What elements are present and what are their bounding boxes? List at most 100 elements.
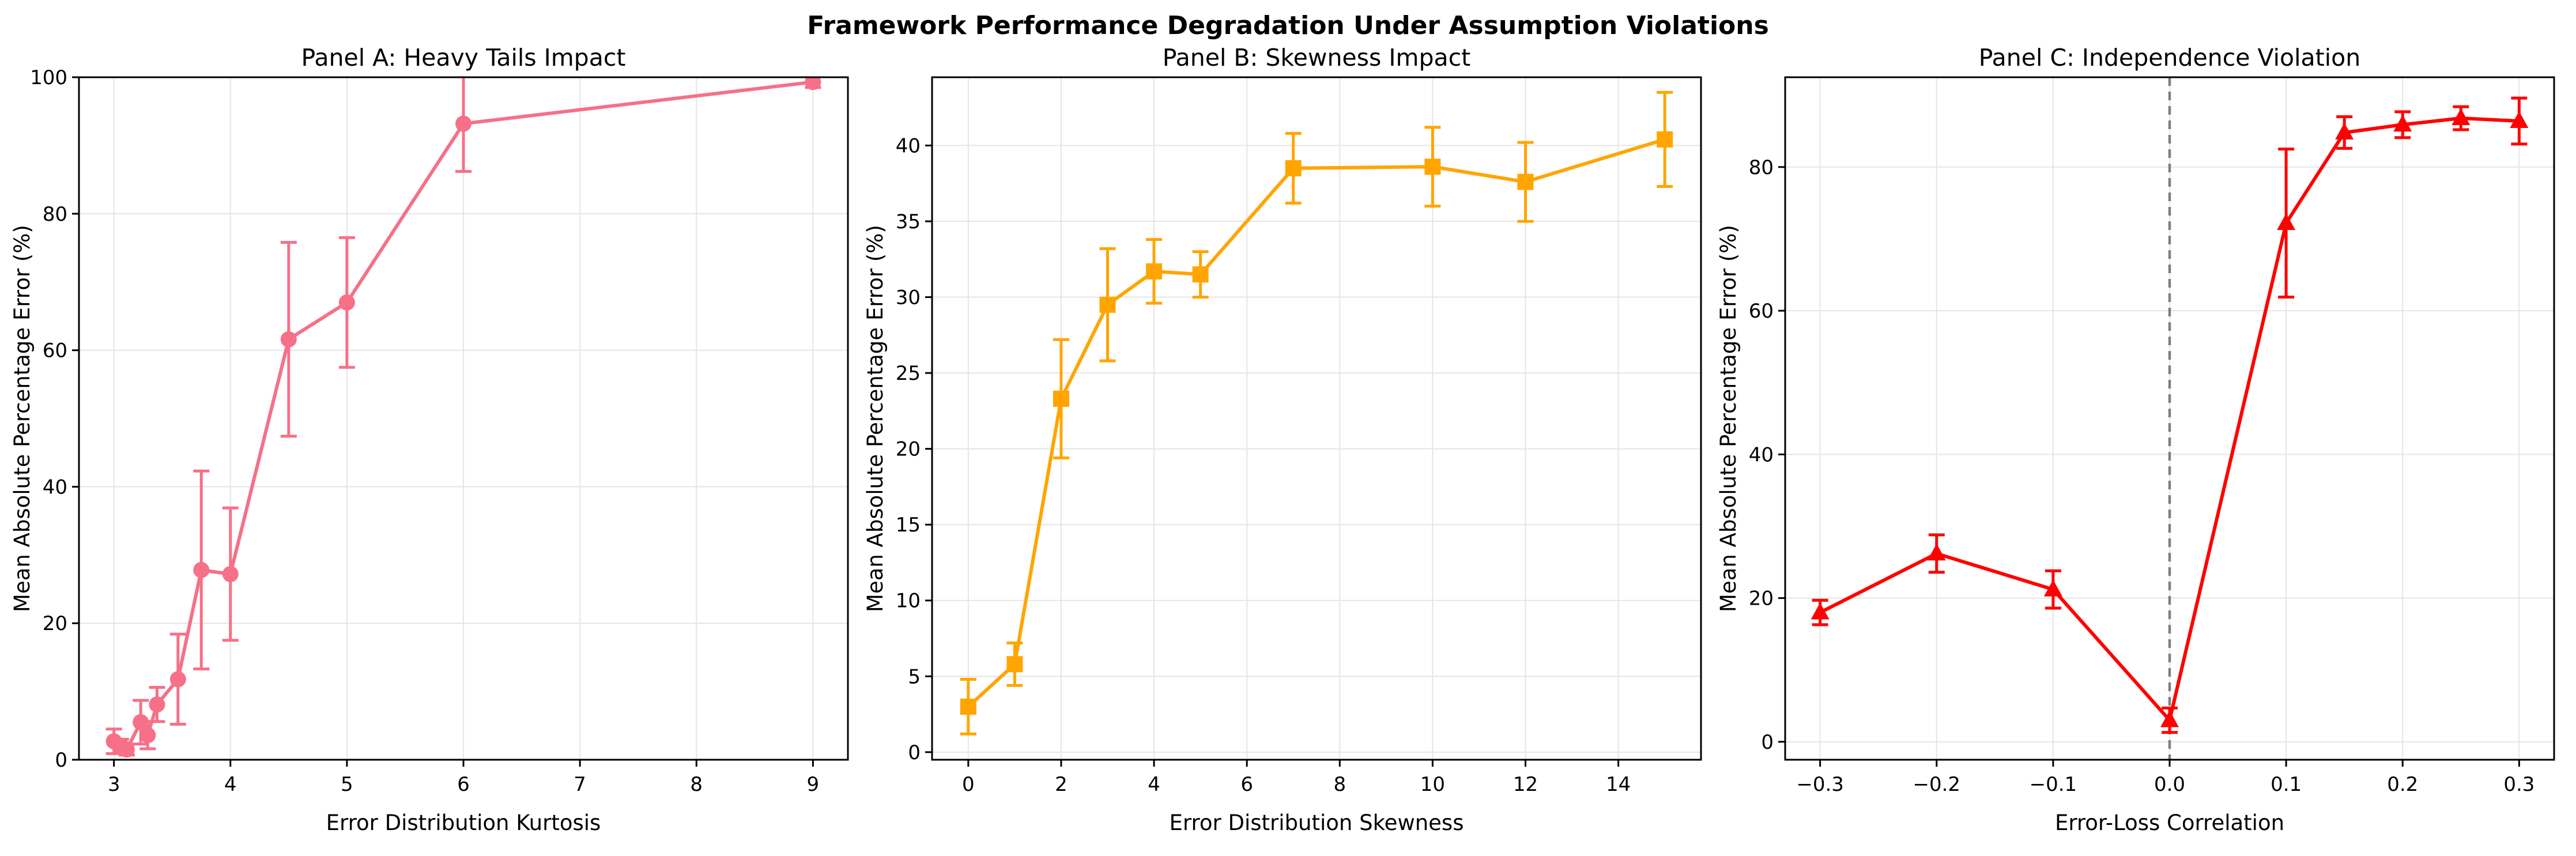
data-point-marker — [139, 727, 156, 744]
x-tick-label: 6 — [1240, 773, 1253, 796]
y-tick-label: 15 — [895, 514, 920, 537]
panel-title: Panel A: Heavy Tails Impact — [301, 44, 625, 71]
x-axis-label: Error Distribution Kurtosis — [326, 810, 601, 835]
y-tick-label: 10 — [895, 590, 920, 613]
data-point-marker — [118, 741, 135, 758]
x-tick-label: 2 — [1055, 773, 1068, 796]
data-point-marker — [2276, 213, 2295, 231]
data-point-marker — [1517, 174, 1533, 190]
data-point-marker — [1927, 544, 1946, 561]
y-axis: 0 20 40 60 80 100 — [30, 66, 79, 772]
x-tick-label: 0.1 — [2270, 773, 2302, 796]
panel-a-chart: 3 4 5 6 7 8 9 0 20 40 60 80 100 Panel A: Heavy Tails … — [10, 44, 848, 835]
data-point-marker — [338, 294, 355, 311]
y-tick-label: 25 — [895, 362, 920, 385]
panel-b-chart: 0 2 4 6 8 10 12 14 0 5 10 15 20 25 30 35 40 Panel B: Skew… — [863, 44, 1702, 835]
x-axis-label: Error Distribution Skewness — [1169, 810, 1464, 835]
y-tick-label: 40 — [42, 476, 67, 499]
data-point-marker — [1811, 602, 1830, 620]
data-point-marker — [193, 561, 209, 578]
panel-b: 0 2 4 6 8 10 12 14 0 5 10 15 20 25 30 35 40 Panel B: Skew… — [862, 43, 1715, 850]
data-point-marker — [2334, 122, 2354, 139]
data-point-marker — [1285, 160, 1302, 176]
y-axis: 0 20 40 60 80 — [1748, 156, 1785, 754]
data-point-marker — [148, 696, 165, 713]
x-tick-label: 0.3 — [2503, 773, 2534, 796]
x-tick-label: 5 — [341, 773, 353, 796]
axes-spines — [931, 76, 1702, 761]
y-axis-label: Mean Absolute Percentage Error (%) — [1716, 225, 1741, 612]
data-point-marker — [1656, 131, 1673, 148]
panel-c: −0.3 −0.2 −0.1 0.0 0.1 0.2 0.3 0 20 40 60 80 Panel C… — [1715, 43, 2568, 850]
gridlines — [78, 77, 848, 760]
x-tick-label: 0 — [962, 773, 975, 796]
y-tick-label: 80 — [42, 203, 67, 226]
gridlines — [931, 77, 1701, 760]
x-axis: 0 2 4 6 8 10 12 14 — [962, 760, 1631, 796]
data-markers — [1811, 108, 2528, 727]
figure-title: Framework Performance Degradation Under … — [807, 11, 1769, 40]
x-tick-label: −0.1 — [2029, 773, 2077, 796]
y-tick-label: 80 — [1748, 156, 1773, 179]
y-tick-label: 100 — [30, 66, 67, 89]
panel-title: Panel C: Independence Violation — [1978, 44, 2360, 71]
y-tick-label: 20 — [42, 612, 67, 635]
y-tick-label: 20 — [895, 438, 920, 461]
x-axis: 3 4 5 6 7 8 9 — [107, 760, 819, 796]
x-tick-label: 6 — [457, 773, 470, 796]
x-axis: −0.3 −0.2 −0.1 0.0 0.1 0.2 0.3 — [1796, 760, 2534, 796]
panel-title: Panel B: Skewness Impact — [1162, 44, 1470, 71]
data-series — [960, 90, 1673, 736]
x-tick-label: 9 — [806, 773, 819, 796]
y-tick-label: 20 — [1748, 587, 1773, 610]
data-point-marker — [1145, 263, 1162, 280]
data-point-marker — [1099, 296, 1115, 313]
y-tick-label: 60 — [42, 340, 67, 363]
data-point-marker — [2160, 710, 2179, 727]
data-point-marker — [222, 565, 239, 582]
x-tick-label: 0.2 — [2387, 773, 2418, 796]
x-tick-label: 3 — [107, 773, 120, 796]
x-tick-label: −0.2 — [1913, 773, 1960, 796]
data-point-marker — [1192, 266, 1209, 283]
y-tick-label: 5 — [908, 665, 921, 688]
data-point-marker — [169, 671, 186, 688]
y-axis-label: Mean Absolute Percentage Error (%) — [10, 225, 35, 612]
x-tick-label: −0.3 — [1796, 773, 1844, 796]
panels-row: 3 4 5 6 7 8 9 0 20 40 60 80 100 Panel A: Heavy Tails … — [0, 43, 2576, 850]
y-tick-label: 40 — [895, 134, 920, 157]
data-point-marker — [2393, 115, 2412, 132]
data-point-marker — [804, 77, 821, 90]
data-point-marker — [960, 698, 976, 715]
data-point-marker — [1424, 159, 1440, 175]
data-series — [1811, 96, 2528, 734]
data-markers — [105, 77, 821, 758]
data-markers — [960, 131, 1673, 715]
panel-c-chart: −0.3 −0.2 −0.1 0.0 0.1 0.2 0.3 0 20 40 60 80 Panel C… — [1716, 44, 2555, 835]
y-tick-label: 35 — [895, 210, 920, 233]
y-tick-label: 0 — [908, 741, 921, 764]
data-point-marker — [2451, 108, 2470, 126]
y-axis-label: Mean Absolute Percentage Error (%) — [863, 225, 888, 612]
y-tick-label: 60 — [1748, 300, 1773, 323]
y-tick-label: 0 — [1761, 731, 1774, 754]
series-line — [966, 137, 1666, 708]
x-tick-label: 8 — [690, 773, 703, 796]
x-tick-label: 8 — [1333, 773, 1346, 796]
x-tick-label: 4 — [1148, 773, 1160, 796]
data-point-marker — [2509, 111, 2528, 129]
x-tick-label: 7 — [574, 773, 586, 796]
y-tick-label: 0 — [55, 749, 67, 772]
error-bars — [960, 90, 1673, 736]
y-axis: 0 5 10 15 20 25 30 35 40 — [895, 134, 932, 764]
data-point-marker — [2043, 579, 2062, 597]
x-tick-label: 12 — [1513, 773, 1537, 796]
data-point-marker — [132, 714, 149, 730]
data-point-marker — [1053, 390, 1069, 407]
data-point-marker — [280, 331, 297, 348]
x-tick-label: 10 — [1420, 773, 1444, 796]
x-tick-label: 0.0 — [2153, 773, 2185, 796]
x-tick-label: 14 — [1605, 773, 1630, 796]
panel-a: 3 4 5 6 7 8 9 0 20 40 60 80 100 Panel A: Heavy Tails … — [9, 43, 862, 850]
